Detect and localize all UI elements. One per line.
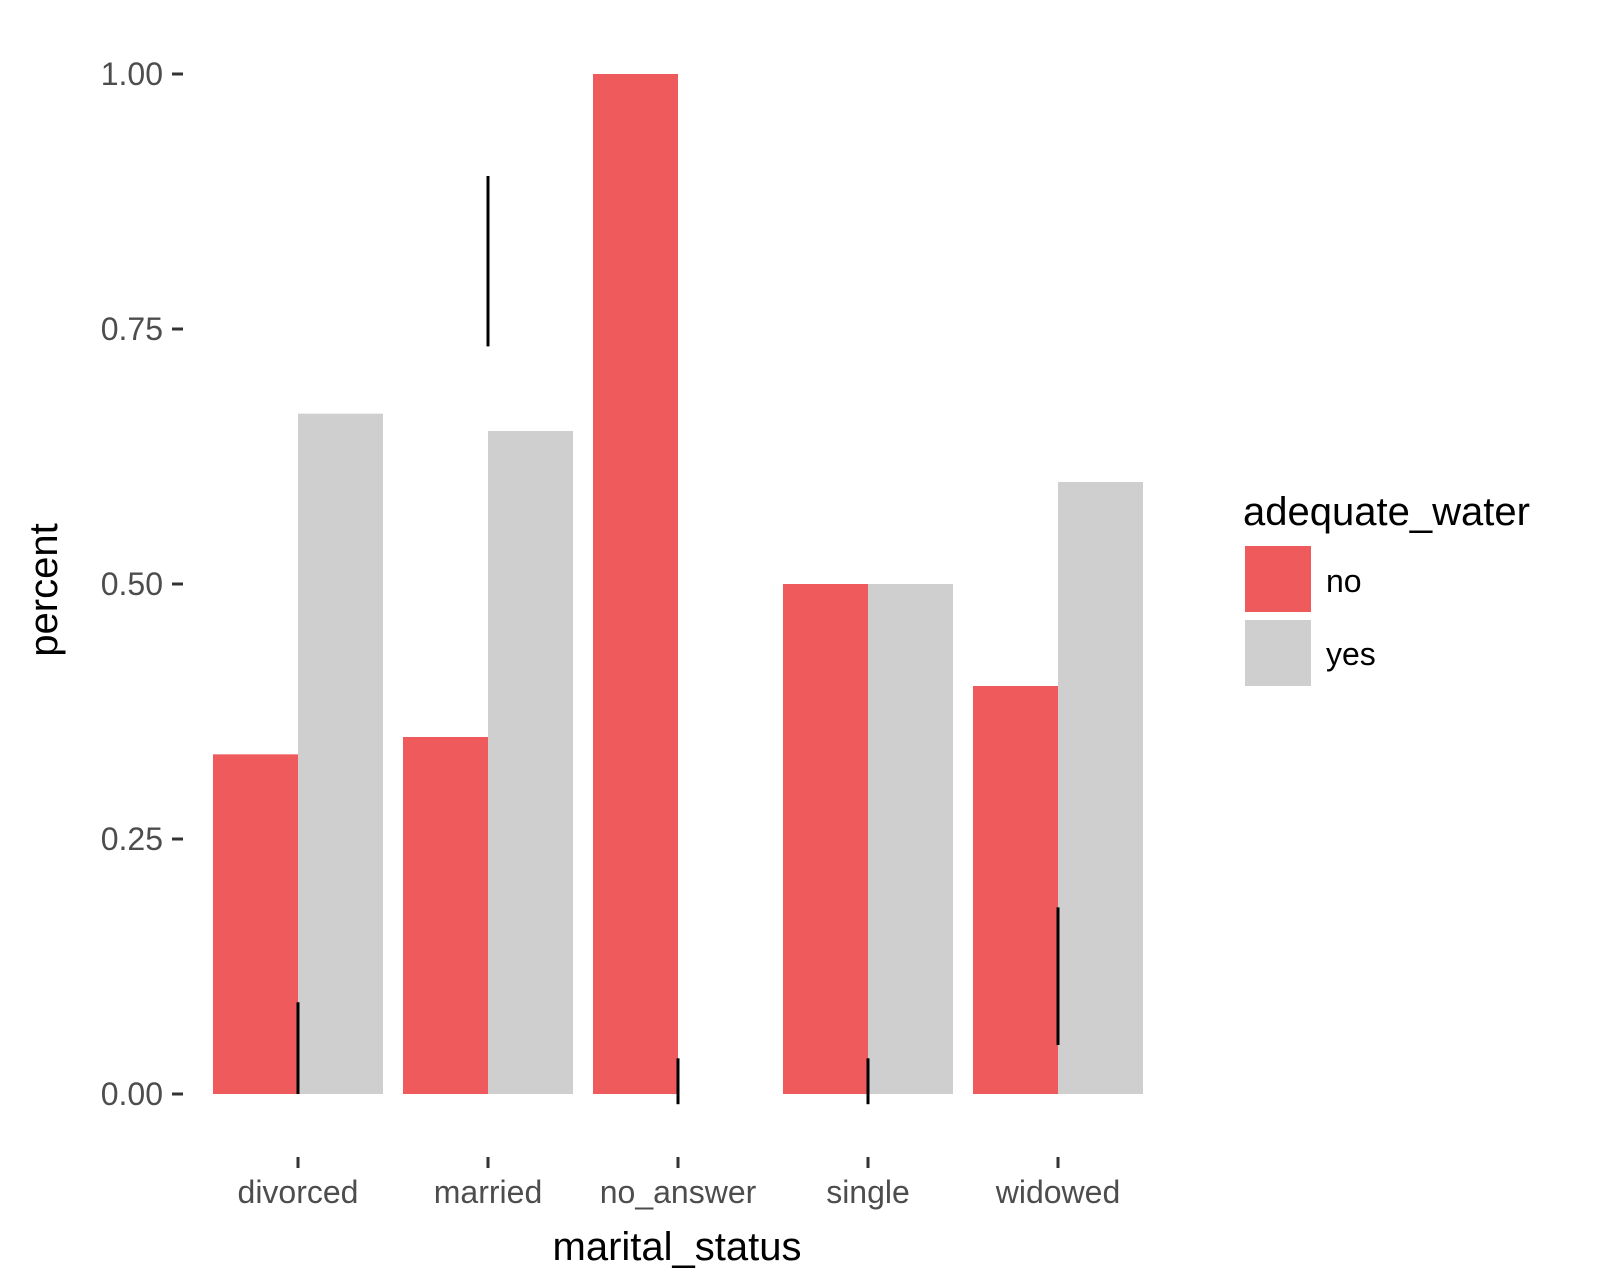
bar-widowed-no [973, 686, 1058, 1094]
y-tick-label: 1.00 [101, 56, 163, 92]
bar-widowed-yes [1058, 482, 1143, 1094]
y-tick-label: 0.50 [101, 566, 163, 602]
bar-married-no [403, 737, 488, 1094]
x-tick-label: married [434, 1174, 542, 1210]
bar-single-yes [868, 584, 953, 1094]
bar-single-no [783, 584, 868, 1094]
bars-layer [213, 74, 1143, 1094]
bar-divorced-no [213, 754, 298, 1094]
bar-no_answer-no [593, 74, 678, 1094]
legend: adequate_water no yes [1243, 490, 1530, 686]
legend-label-yes: yes [1326, 636, 1376, 672]
legend-key-yes [1245, 620, 1311, 686]
y-tick-label: 0.00 [101, 1076, 163, 1112]
legend-label-no: no [1326, 563, 1362, 599]
legend-title: adequate_water [1243, 490, 1530, 534]
y-tick-label: 0.25 [101, 821, 163, 857]
error-segments-layer [296, 176, 1060, 1105]
y-tick-label: 0.75 [101, 311, 163, 347]
x-tick-label: single [826, 1174, 910, 1210]
x-axis-title: marital_status [553, 1225, 802, 1269]
bar-divorced-yes [298, 413, 383, 1094]
legend-key-no [1245, 546, 1311, 612]
x-tick-label: divorced [238, 1174, 359, 1210]
x-tick-label: widowed [995, 1174, 1121, 1210]
y-axis-title: percent [22, 523, 66, 656]
y-axis: 0.00 0.25 0.50 0.75 1.00 [101, 56, 183, 1112]
x-tick-label: no_answer [600, 1174, 757, 1210]
bar-married-yes [488, 431, 573, 1094]
x-axis: divorced married no_answer single widowed [238, 1157, 1121, 1210]
